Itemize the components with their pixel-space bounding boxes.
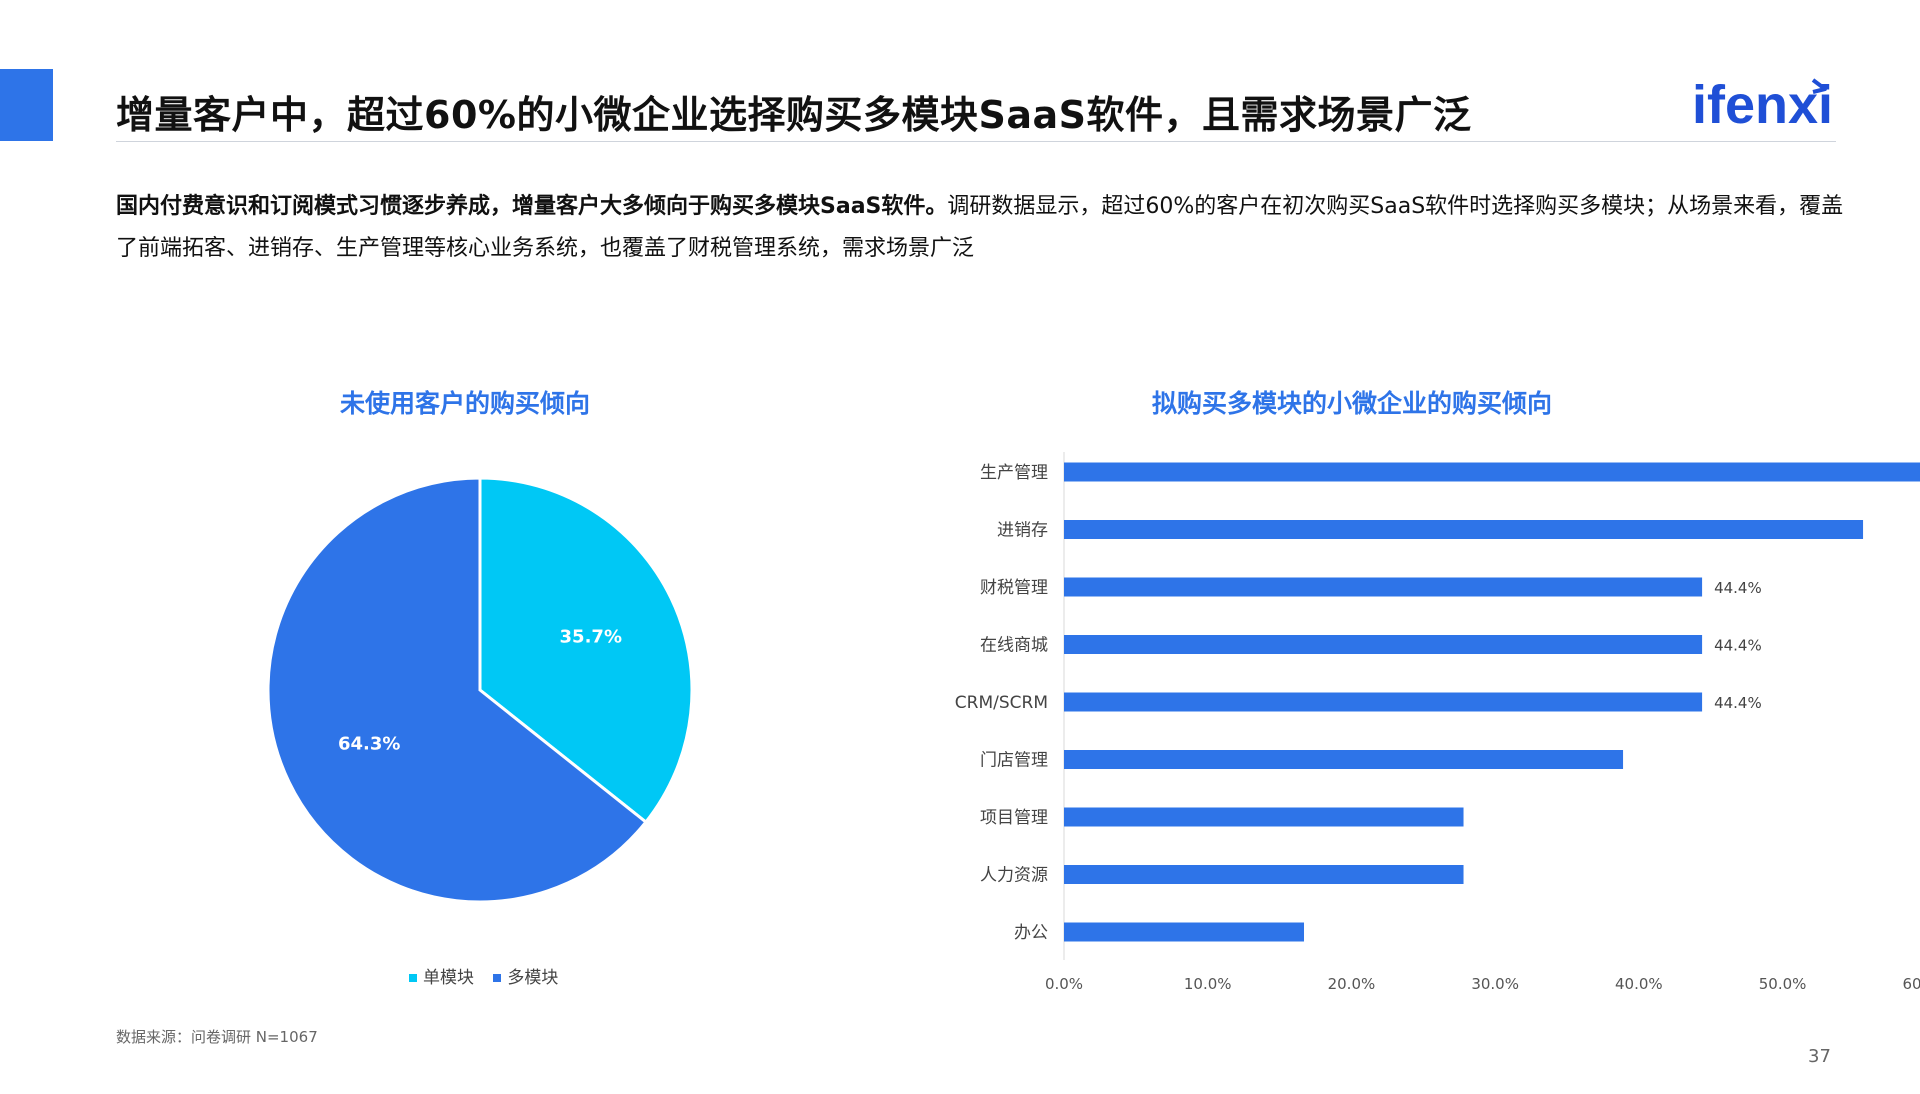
description-bold: 国内付费意识和订阅模式习惯逐步养成，增量客户大多倾向于购买多模块SaaS软件。 [116, 194, 948, 219]
x-tick-label-0: 0.0% [1045, 975, 1083, 993]
description: 国内付费意识和订阅模式习惯逐步养成，增量客户大多倾向于购买多模块SaaS软件。调… [116, 186, 1846, 270]
x-tick-label-3: 30.0% [1471, 975, 1519, 993]
legend-item-multi: 多模块 [493, 968, 558, 988]
bar-data-label-2: 44.4% [1714, 579, 1762, 597]
bar-category-label-0: 生产管理 [980, 463, 1048, 483]
bar-6 [1064, 807, 1464, 827]
bar-category-label-5: 门店管理 [980, 751, 1048, 771]
pie-slice-1 [266, 476, 648, 904]
legend-label-single: 单模块 [423, 968, 474, 988]
bar-data-label-4: 44.4% [1714, 694, 1762, 712]
bar-2 [1064, 577, 1703, 597]
bar-3 [1064, 635, 1703, 654]
pie-label-0: 35.7% [560, 627, 622, 648]
x-tick-label-2: 20.0% [1328, 975, 1376, 993]
logo-arrow-icon [1811, 78, 1827, 94]
page-number: 37 [1808, 1046, 1831, 1067]
bar-category-label-2: 财税管理 [980, 578, 1048, 598]
pie-label-1: 64.3% [338, 733, 400, 754]
x-tick-label-6: 60.0% [1902, 975, 1920, 993]
brand-logo: ifenxi [1692, 75, 1834, 135]
legend-swatch-single [409, 974, 417, 982]
legend-swatch-multi [493, 974, 502, 982]
x-tick-label-5: 50.0% [1759, 975, 1807, 993]
title-divider [116, 141, 1836, 142]
pie-chart-title: 未使用客户的购买倾向 [340, 389, 591, 418]
description-rest: 调研数据显示，超过60%的客户在初次购买SaaS软件时选择购买多模块；从场景来看… [116, 194, 1844, 261]
bar-5 [1064, 750, 1624, 769]
pie-legend: 单模块 多模块 [409, 963, 572, 988]
x-tick-label-1: 10.0% [1184, 975, 1232, 993]
data-source: 数据来源：问卷调研 N=1067 [116, 1028, 318, 1046]
bar-category-label-8: 办公 [1014, 923, 1048, 943]
page-title: 增量客户中，超过60%的小微企业选择购买多模块SaaS软件，且需求场景广泛 [116, 93, 1472, 137]
accent-block [0, 69, 53, 141]
pie-slice-0 [478, 476, 694, 825]
x-tick-label-4: 40.0% [1615, 975, 1663, 993]
bar-category-label-1: 进销存 [997, 521, 1048, 541]
bar-category-label-4: CRM/SCRM [955, 693, 1048, 713]
bar-8 [1064, 922, 1305, 942]
bar-category-label-6: 项目管理 [980, 808, 1048, 828]
bar-0 [1064, 462, 1920, 482]
bar-category-label-3: 在线商城 [980, 636, 1048, 656]
legend-label-multi: 多模块 [507, 968, 559, 988]
bar-1 [1064, 520, 1864, 539]
bar-4 [1064, 692, 1703, 712]
bar-category-label-7: 人力资源 [980, 866, 1048, 886]
bar-chart-title: 拟购买多模块的小微企业的购买倾向 [1152, 389, 1553, 418]
bar-data-label-3: 44.4% [1714, 637, 1762, 655]
bar-7 [1064, 865, 1464, 884]
legend-item-single: 单模块 [409, 968, 474, 988]
